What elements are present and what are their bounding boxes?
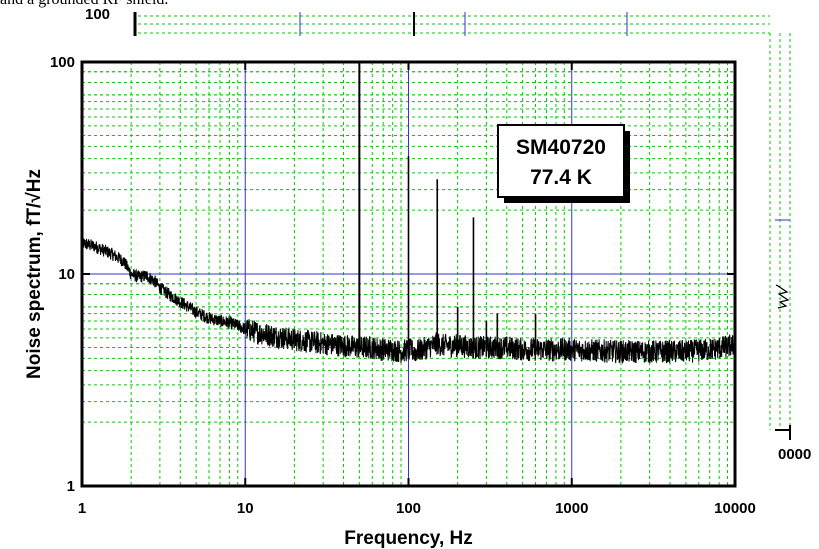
x-tick-label: 1 bbox=[78, 500, 86, 517]
x-tick-label: 100 bbox=[396, 500, 421, 517]
x-axis-title: Frequency, Hz bbox=[344, 528, 472, 549]
label-rect bbox=[497, 124, 625, 198]
sample-id-label: SM40720 bbox=[516, 136, 606, 159]
background-plot-fragment: 0000 100 bbox=[85, 6, 811, 463]
temperature-label: 77.4 K bbox=[530, 166, 592, 189]
y-tick-label: 10 bbox=[58, 266, 75, 283]
y-tick-label: 1 bbox=[67, 478, 75, 495]
trace-layer bbox=[81, 62, 736, 364]
x-tick-label: 1000 bbox=[555, 500, 588, 517]
x-tick-labels: 1 10 100 1000 10000 bbox=[78, 500, 756, 517]
header-text: and a grounded RF shield. bbox=[0, 0, 168, 9]
sample-label-box: SM40720 77.4 K bbox=[497, 124, 630, 203]
fragment-trace bbox=[775, 284, 790, 309]
y-tick-label: 100 bbox=[50, 54, 75, 71]
x-tick-label: 10 bbox=[237, 500, 254, 517]
x-tick-label: 10000 bbox=[714, 500, 756, 517]
tick-marks bbox=[81, 61, 736, 487]
fragment-tick-label: 100 bbox=[85, 6, 110, 23]
y-tick-labels: 1 10 100 bbox=[50, 54, 75, 495]
y-axis-title: Noise spectrum, fT/√Hz bbox=[24, 169, 45, 379]
fragment-tick-label: 0000 bbox=[778, 446, 811, 463]
